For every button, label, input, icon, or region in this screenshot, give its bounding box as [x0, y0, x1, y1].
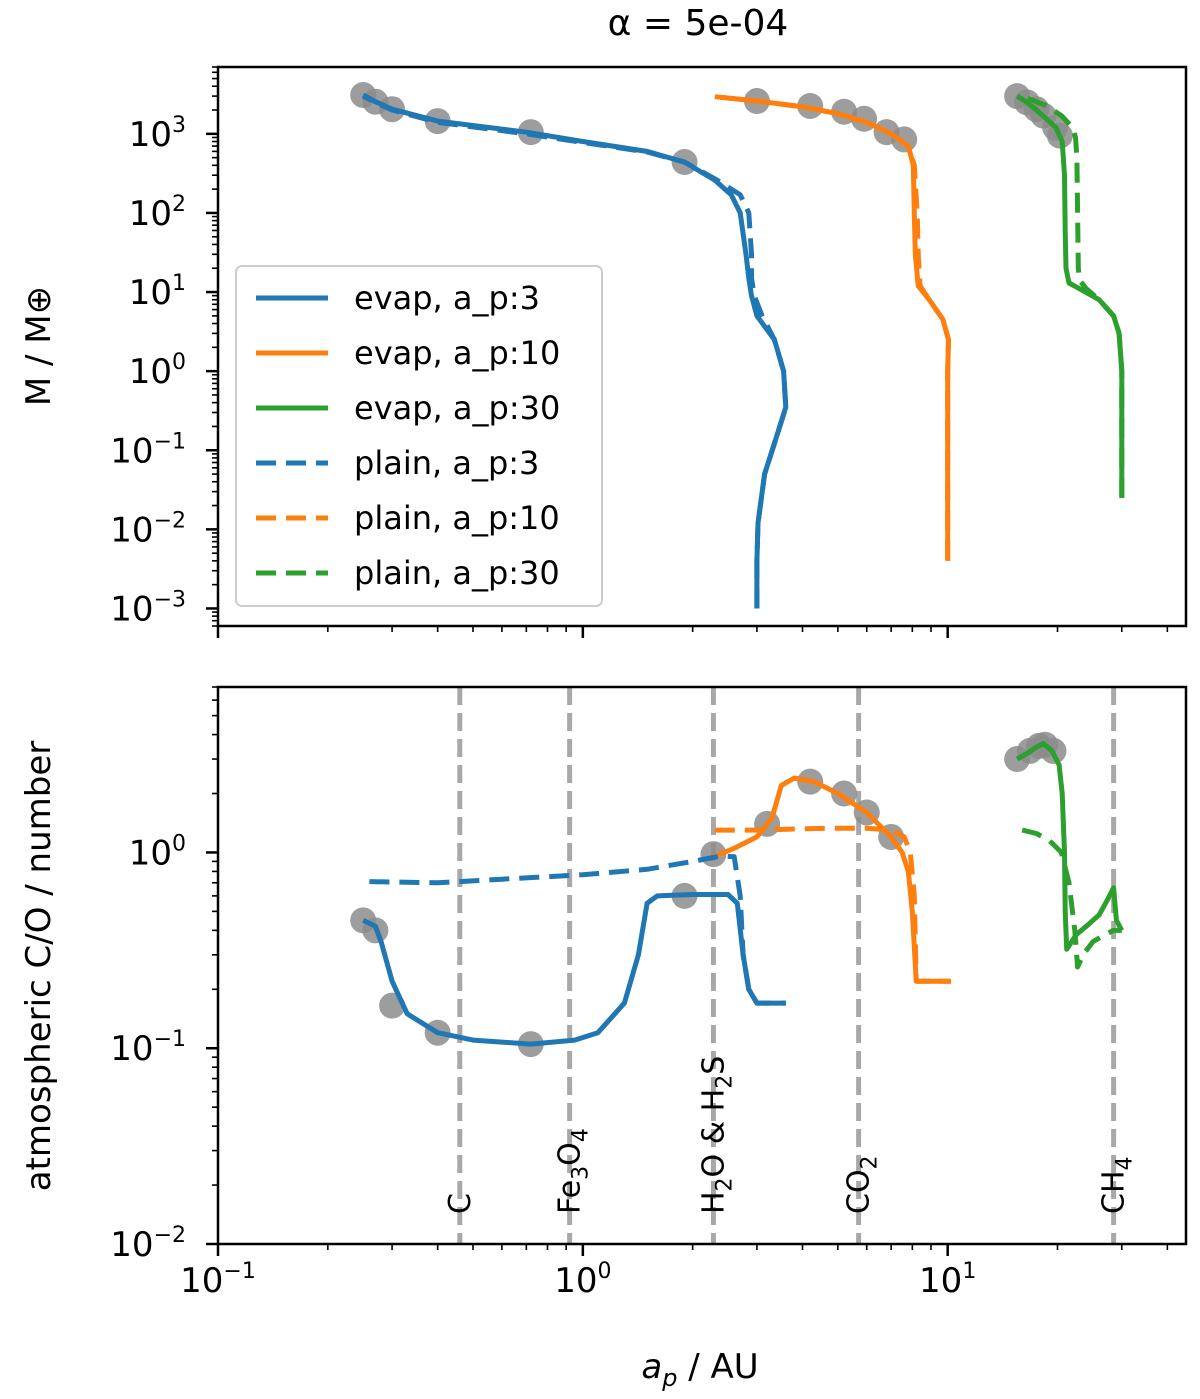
- y-tick-label: 100: [129, 831, 186, 873]
- top-ylabel: M / M⊕: [19, 286, 59, 406]
- snowline-label: CH4: [1097, 1156, 1138, 1214]
- series-line: [1015, 741, 1125, 952]
- legend-entry: plain, a_p:10: [354, 499, 560, 537]
- snowline-label: C: [443, 1193, 478, 1214]
- top-panel: 10−3 10−2 10−1 100 101 102 103 M / M⊕ evap, a_…: [19, 65, 1188, 638]
- top-axes-frame: [216, 65, 1188, 628]
- legend-entry: evap, a_p:30: [354, 389, 560, 427]
- chart-title: α = 5e-04: [608, 3, 789, 44]
- legend: evap, a_p:3 evap, a_p:10 evap, a_p:30plain…: [235, 265, 603, 607]
- legend-entry: evap, a_p:3: [354, 279, 540, 317]
- planet-marker: [350, 81, 377, 108]
- y-tick-label: 10−2: [110, 1223, 186, 1265]
- y-tick-label: 101: [129, 271, 186, 313]
- series-line: [369, 853, 786, 1006]
- y-tick-label: 102: [129, 192, 186, 234]
- series-line: [714, 825, 951, 984]
- y-tick-label: 100: [129, 350, 186, 392]
- x-tick-label: 101: [919, 1259, 976, 1301]
- y-tick-label: 10−1: [110, 429, 186, 471]
- y-tick-label: 103: [129, 113, 186, 155]
- bottom-xlabel: ap / AU: [641, 1347, 758, 1392]
- y-tick-label: 10−3: [110, 587, 186, 629]
- snowline-label: CO2: [842, 1155, 883, 1214]
- snowline-label: Fe3O4: [553, 1128, 594, 1214]
- legend-entry: evap, a_p:10: [354, 334, 560, 372]
- series-line: [1021, 93, 1125, 498]
- top-ticks: 10−3 10−2 10−1 100 101 102 103: [110, 66, 1169, 638]
- series-line: [1015, 93, 1125, 498]
- x-tick-label: 10−1: [180, 1259, 256, 1301]
- series-line: [362, 892, 786, 1047]
- series-line: [362, 93, 789, 609]
- bottom-ylabel: atmospheric C/O / number: [19, 741, 59, 1192]
- y-tick-label: 10−1: [110, 1027, 186, 1069]
- legend-entry: plain, a_p:30: [354, 554, 560, 592]
- snowline-group: C Fe3O4 H2O & H2S CO2 CH4: [443, 687, 1138, 1244]
- y-tick-label: 10−2: [110, 508, 186, 550]
- snowline-label: H2O & H2S: [696, 1056, 737, 1214]
- x-tick-label: 100: [554, 1259, 611, 1301]
- series-line: [714, 94, 951, 561]
- bottom-axes-frame: [216, 685, 1188, 1246]
- top-series-group: [350, 81, 1125, 609]
- bottom-series-group: [350, 731, 1125, 1058]
- legend-entry: plain, a_p:3: [354, 444, 539, 482]
